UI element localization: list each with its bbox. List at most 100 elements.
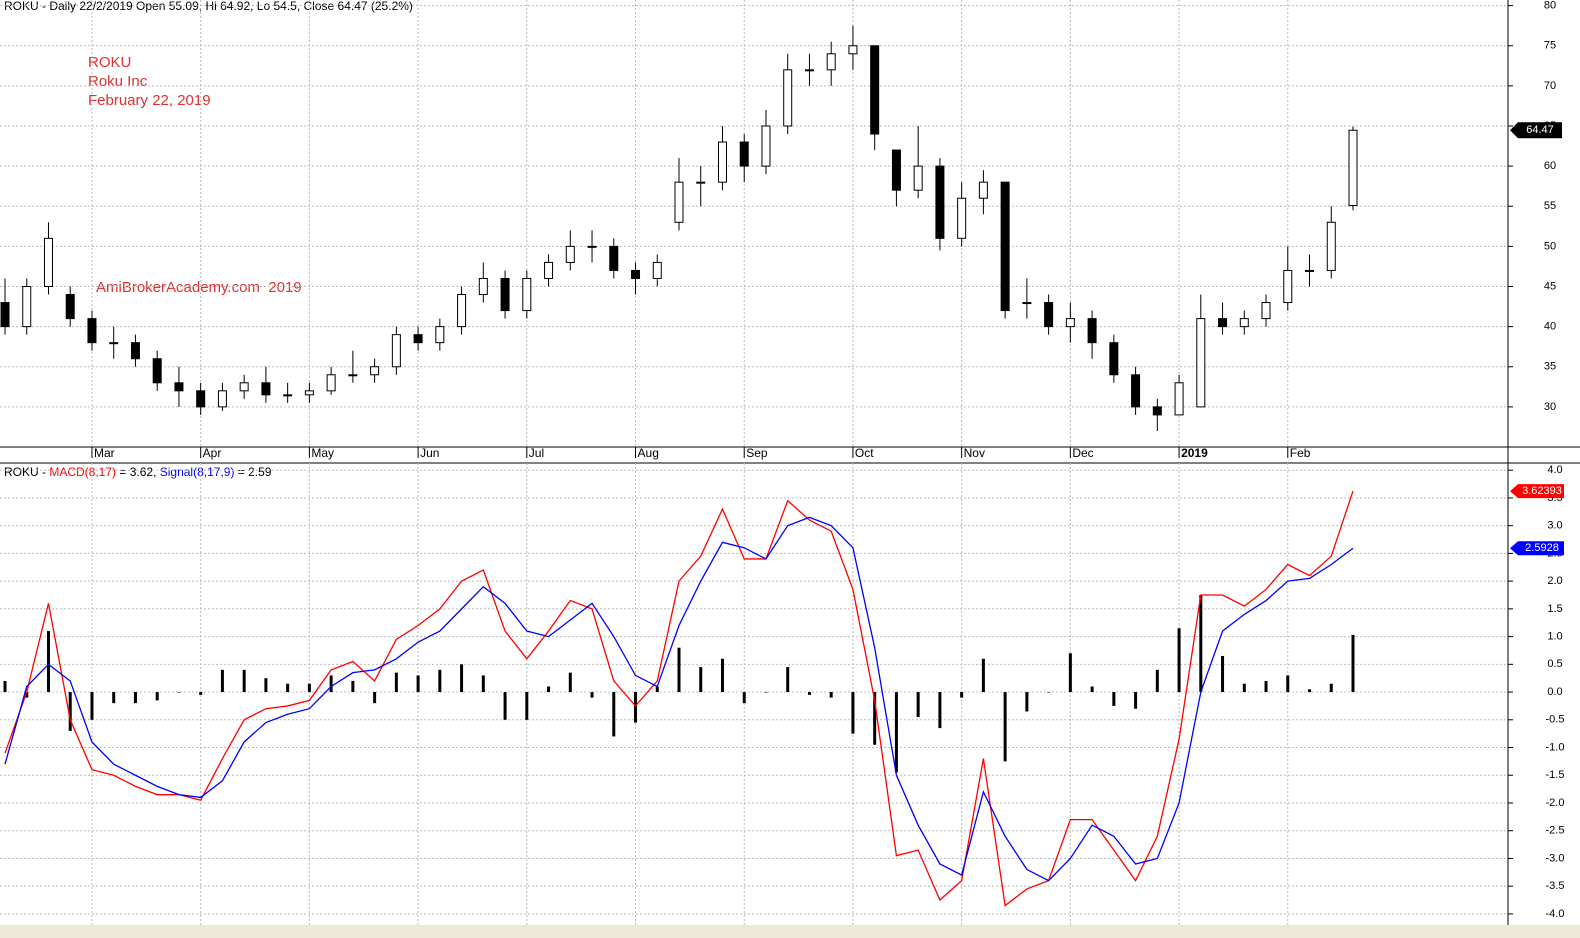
y-tick-label: -2.5 [1546,825,1565,837]
y-tick-label: 80 [1544,0,1556,12]
histogram-bar [3,680,7,693]
y-tick-label: 60 [1544,160,1556,172]
candle-body [804,69,814,72]
histogram-bar [938,692,942,729]
histogram-bar [286,683,290,693]
y-tick-label: 45 [1544,280,1556,292]
histogram-bar [373,692,377,704]
candle-body [674,181,684,223]
series-line [4,516,1354,882]
price-tag [1510,122,1562,139]
histogram-bar [242,669,246,693]
histogram-bar [1003,692,1007,762]
legend-text: = 2.59 [234,465,271,479]
x-tick-label: Oct [855,446,874,460]
candle-body [478,277,488,296]
candle-body [65,294,75,320]
candle-body [304,390,314,396]
candle-body [696,181,706,184]
candle-body [522,277,532,312]
annotation: ROKU [88,54,131,71]
histogram-bar [68,692,72,731]
histogram-bar [634,692,638,723]
histogram-bar [894,692,898,773]
y-tick-label: 70 [1544,80,1556,92]
candle-body [1087,318,1097,344]
histogram-bar [112,692,116,704]
histogram-bar [1025,692,1029,712]
candle-body [1196,318,1206,408]
histogram-bar [177,692,181,693]
value-tag-label: 3.62393 [1522,485,1562,497]
candle-body [1152,406,1162,416]
y-tick-label: 30 [1544,401,1556,413]
candle-body [761,125,771,167]
histogram-bar [807,692,811,695]
legend-text: MACD(8,17) [49,465,116,479]
candle-body [1131,374,1141,408]
histogram-bar [307,683,311,693]
y-tick-label: 50 [1544,240,1556,252]
y-tick-label: 1.0 [1547,631,1562,643]
histogram-bar [438,669,442,693]
annotation: Roku Inc [88,73,148,90]
histogram-bar [199,692,203,695]
histogram-bar [1155,669,1159,693]
candle-body [22,285,32,328]
histogram-bar [699,667,703,693]
annotation: February 22, 2019 [88,92,211,109]
value-tag-label: 2.5928 [1525,542,1559,554]
candle-body [652,261,662,279]
histogram-bar [525,692,529,720]
candle-body [87,318,97,344]
histogram-bar [916,692,920,718]
candle-body [43,237,53,287]
x-tick-label: 2019 [1181,446,1208,460]
y-tick-label: 1.5 [1547,603,1562,615]
histogram-bar [394,672,398,693]
histogram-bar [329,675,333,693]
candle-body [261,382,271,396]
candle-body [500,277,510,312]
histogram-bar [1112,692,1116,706]
y-tick-label: 2.0 [1547,575,1562,587]
y-tick-label: 55 [1544,200,1556,212]
histogram-bar [1351,634,1355,693]
histogram-bar [1177,628,1181,693]
histogram-bar [1308,689,1312,693]
legend-text: = 3.62, [116,465,160,479]
y-tick-label: 3.0 [1547,520,1562,532]
histogram-bar [1134,692,1138,709]
chart-title: ROKU - Daily 22/2/2019 Open 55.09, Hi 64… [4,0,413,13]
candle-body [217,390,227,408]
histogram-bar [547,686,551,693]
y-tick-label: 75 [1544,40,1556,52]
value-tag [1510,541,1564,556]
candle-body [1000,181,1010,312]
histogram-bar [829,692,833,698]
candle-body [1174,382,1184,416]
histogram-bar [851,692,855,734]
candle-body [957,197,967,239]
y-tick-label: -1.5 [1546,769,1565,781]
candle-body [783,69,793,127]
y-tick-label: -1.0 [1546,741,1565,753]
y-tick-label: 0.5 [1547,658,1562,670]
histogram-bar [46,631,50,693]
histogram-bar [960,692,964,698]
histogram-bar [1221,656,1225,693]
y-tick-label: -0.5 [1546,714,1565,726]
histogram-bar [677,647,681,693]
candle-body [891,149,901,191]
candle-body [913,165,923,191]
candle-body [130,342,140,360]
candle-body [1261,302,1271,320]
y-tick-label: 4.0 [1547,464,1562,476]
x-tick-label: Aug [638,446,659,460]
histogram-bar [133,692,137,704]
x-tick-label: Apr [203,446,222,460]
candle-body [1218,318,1228,328]
candle-body [935,165,945,239]
candle-body [109,342,119,345]
